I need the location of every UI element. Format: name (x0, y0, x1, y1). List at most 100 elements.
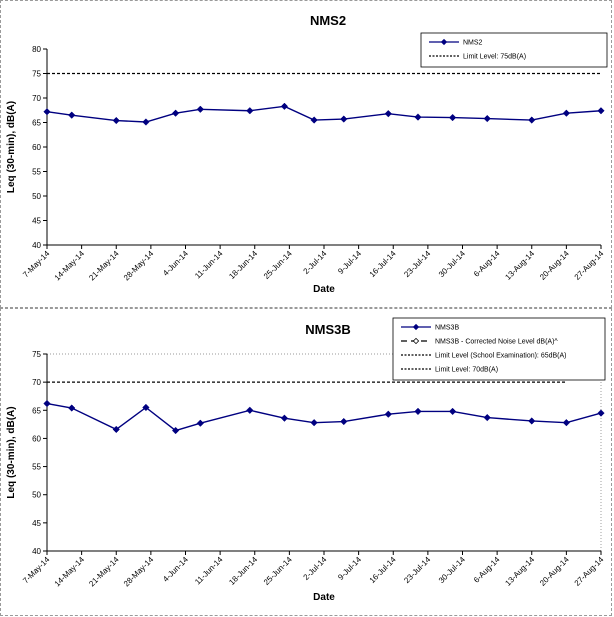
data-point (448, 113, 457, 122)
y-tick-label: 70 (32, 378, 41, 387)
data-point (597, 107, 605, 115)
x-tick-label: 9-Jul-14 (336, 249, 363, 276)
data-point (112, 425, 120, 434)
y-tick-label: 75 (32, 350, 41, 359)
x-tick-label: 2-Jul-14 (302, 249, 329, 276)
legend-box (392, 317, 606, 381)
x-tick-label: 27-Aug-14 (573, 555, 606, 588)
data-point (43, 108, 51, 116)
x-tick-label: 21-May-14 (87, 555, 121, 589)
chart-panel-nms3b: NMS3B 40 45 50 55 60 65 70 75 7-May-14 14-May-14 21… (0, 308, 612, 616)
data-point (562, 109, 571, 117)
x-tick-label: 27-Aug-14 (573, 249, 606, 282)
y-tick-label: 65 (32, 119, 41, 128)
x-tick-label: 23-Jul-14 (402, 249, 432, 279)
series-0 (43, 102, 605, 126)
x-tick-label: 2-Jul-14 (302, 555, 329, 582)
data-point (340, 417, 348, 426)
data-point (280, 102, 289, 110)
x-tick-label: 18-Jun-14 (227, 249, 259, 281)
chart-panel-nms2: NMS2 40 45 50 55 60 65 70 75 80 7-May-14 14-May-14 2… (0, 0, 612, 308)
legend-label: Limit Level: 75dB(A) (463, 54, 526, 61)
y-tick-label: 40 (32, 547, 41, 556)
x-tick-label: 23-Jul-14 (402, 555, 432, 585)
data-point (246, 107, 254, 115)
y-tick-label: 40 (32, 241, 41, 250)
data-point (597, 409, 605, 417)
legend-label: Limit Level: 70dB(A) (435, 367, 498, 374)
y-tick-label: 60 (32, 434, 41, 443)
data-point (483, 114, 491, 123)
data-point (384, 410, 392, 418)
series-0 (43, 399, 605, 435)
x-tick-label: 25-Jun-14 (262, 555, 294, 587)
y-tick-label: 55 (32, 463, 41, 472)
x-tick-label: 30-Jul-14 (437, 249, 467, 279)
chart-title: NMS2 (310, 13, 346, 28)
x-tick-label: 16-Jul-14 (368, 555, 398, 585)
x-tick-label: 21-May-14 (87, 249, 121, 283)
legend-marker (440, 38, 448, 46)
x-tick-label: 6-Aug-14 (472, 249, 502, 279)
data-point (528, 116, 536, 124)
series-line (46, 105, 602, 123)
series-line (46, 402, 602, 432)
y-tick-label: 50 (32, 491, 41, 500)
legend-label: NMS3B - Corrected Noise Level dB(A)^ (435, 339, 558, 346)
x-tick-label: 11-Jun-14 (193, 555, 225, 587)
plot-area-frame (46, 353, 602, 552)
data-point (483, 413, 491, 422)
x-tick-label: 7-May-14 (21, 555, 52, 586)
data-point (562, 419, 571, 427)
y-tick-label: 80 (32, 45, 41, 54)
chart-title: NMS3B (305, 322, 351, 337)
data-point (171, 109, 180, 117)
y-tick-label: 45 (32, 519, 41, 528)
x-tick-label: 20-Aug-14 (538, 555, 571, 588)
x-tick-label: 18-Jun-14 (227, 555, 259, 587)
y-tick-label: 45 (32, 217, 41, 226)
data-point (142, 118, 150, 126)
y-axis-title: Leq (30-min), dB(A) (6, 406, 17, 498)
data-point (528, 417, 536, 425)
data-point (171, 426, 180, 435)
x-tick-label: 7-May-14 (21, 249, 52, 280)
y-tick-label: 75 (32, 70, 41, 79)
x-tick-label: 13-Aug-14 (503, 555, 536, 588)
data-point (414, 113, 422, 121)
y-tick-label: 50 (32, 192, 41, 201)
data-point (142, 403, 150, 412)
legend-box (420, 32, 608, 68)
x-tick-label: 16-Jul-14 (368, 249, 398, 279)
x-tick-label: 6-Aug-14 (472, 555, 502, 585)
data-point (340, 115, 348, 123)
x-axis-title: Date (313, 592, 335, 603)
y-axis-title: Leq (30-min), dB(A) (6, 101, 17, 193)
legend-marker (412, 337, 420, 345)
x-tick-label: 4-Jun-14 (161, 555, 190, 584)
data-point (280, 414, 289, 422)
legend-label: NMS2 (463, 40, 483, 47)
data-point (246, 406, 254, 414)
x-axis-title: Date (313, 284, 335, 295)
x-tick-label: 14-May-14 (53, 249, 87, 283)
data-point (384, 110, 392, 118)
x-tick-label: 28-May-14 (122, 249, 156, 283)
data-point (448, 407, 457, 416)
y-tick-label: 60 (32, 143, 41, 152)
chart-nms3b: NMS3B 40 45 50 55 60 65 70 75 7-May-14 14-May-14 21… (6, 317, 606, 603)
y-tick-label: 55 (32, 168, 41, 177)
data-point (310, 419, 318, 427)
x-tick-label: 9-Jul-14 (336, 555, 363, 582)
x-tick-label: 4-Jun-14 (161, 249, 190, 278)
legend-label: Limit Level (School Examination): 65dB(A… (435, 353, 567, 360)
x-tick-label: 28-May-14 (122, 555, 156, 589)
data-point (68, 404, 76, 412)
x-tick-label: 30-Jul-14 (437, 555, 467, 585)
y-tick-label: 65 (32, 406, 41, 415)
data-point (196, 105, 204, 113)
legend-marker (412, 323, 420, 331)
data-point (414, 407, 422, 416)
data-point (112, 116, 120, 125)
